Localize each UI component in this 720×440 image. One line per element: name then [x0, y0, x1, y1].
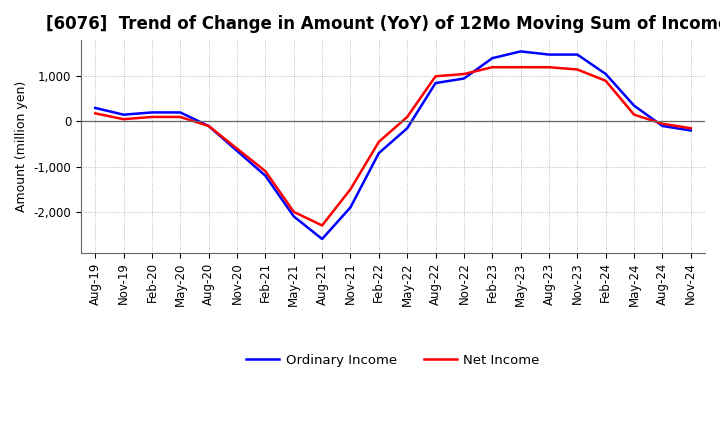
- Net Income: [545, 65, 554, 70]
- Ordinary Income: [488, 55, 497, 61]
- Ordinary Income: [658, 123, 667, 128]
- Net Income: [91, 111, 99, 116]
- Net Income: [318, 223, 326, 228]
- Net Income: [630, 112, 639, 117]
- Ordinary Income: [545, 52, 554, 57]
- Ordinary Income: [120, 112, 128, 117]
- Net Income: [431, 73, 440, 79]
- Net Income: [374, 139, 383, 144]
- Title: [6076]  Trend of Change in Amount (YoY) of 12Mo Moving Sum of Incomes: [6076] Trend of Change in Amount (YoY) o…: [46, 15, 720, 33]
- Ordinary Income: [403, 125, 412, 131]
- Ordinary Income: [261, 173, 270, 178]
- Ordinary Income: [516, 49, 525, 54]
- Ordinary Income: [91, 105, 99, 110]
- Ordinary Income: [176, 110, 184, 115]
- Legend: Ordinary Income, Net Income: Ordinary Income, Net Income: [241, 348, 545, 372]
- Line: Net Income: Net Income: [95, 67, 690, 225]
- Net Income: [573, 67, 582, 72]
- Net Income: [120, 117, 128, 122]
- Ordinary Income: [233, 148, 241, 154]
- Net Income: [658, 121, 667, 126]
- Ordinary Income: [346, 205, 355, 210]
- Net Income: [204, 123, 213, 128]
- Ordinary Income: [630, 103, 639, 108]
- Ordinary Income: [374, 150, 383, 156]
- Net Income: [601, 78, 610, 84]
- Net Income: [289, 209, 298, 215]
- Line: Ordinary Income: Ordinary Income: [95, 51, 690, 239]
- Net Income: [459, 71, 468, 77]
- Ordinary Income: [601, 71, 610, 77]
- Net Income: [346, 187, 355, 192]
- Ordinary Income: [148, 110, 156, 115]
- Ordinary Income: [459, 76, 468, 81]
- Net Income: [403, 114, 412, 120]
- Net Income: [488, 65, 497, 70]
- Ordinary Income: [686, 128, 695, 133]
- Ordinary Income: [573, 52, 582, 57]
- Ordinary Income: [204, 123, 213, 128]
- Ordinary Income: [318, 236, 326, 242]
- Net Income: [176, 114, 184, 120]
- Y-axis label: Amount (million yen): Amount (million yen): [15, 81, 28, 212]
- Net Income: [261, 169, 270, 174]
- Ordinary Income: [289, 214, 298, 219]
- Net Income: [686, 125, 695, 131]
- Net Income: [516, 65, 525, 70]
- Net Income: [233, 146, 241, 151]
- Ordinary Income: [431, 81, 440, 86]
- Net Income: [148, 114, 156, 120]
